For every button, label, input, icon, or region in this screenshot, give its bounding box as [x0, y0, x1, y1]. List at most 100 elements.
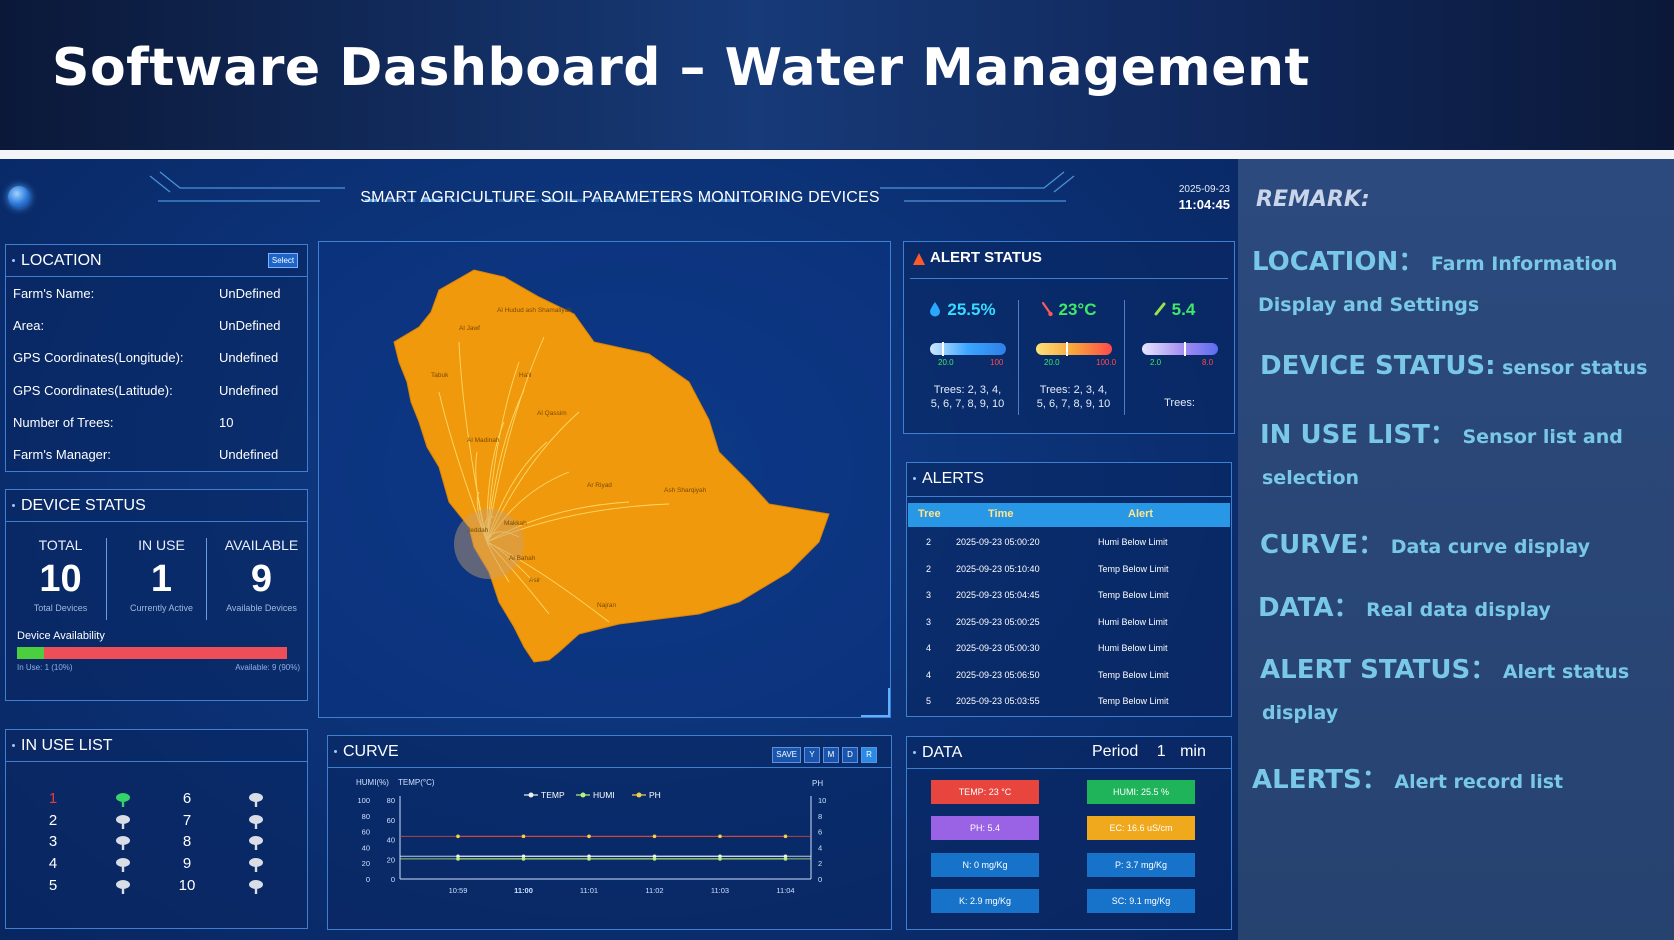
- status-orb-icon: [8, 186, 30, 208]
- curve-button-save[interactable]: SAVE: [772, 747, 801, 763]
- alert-status-header: ALERT STATUS: [904, 242, 1234, 274]
- sensor-number[interactable]: 9: [182, 855, 192, 873]
- total-count: 10: [39, 558, 82, 600]
- map-region-label: Al Jawf: [459, 325, 480, 332]
- sensor-number[interactable]: 6: [182, 790, 192, 807]
- sensor-number[interactable]: 5: [48, 876, 58, 894]
- map-region-label: Najran: [597, 602, 617, 609]
- sensor-number[interactable]: 4: [48, 855, 58, 873]
- map-route-line: [486, 541, 510, 583]
- tree-icon[interactable]: [115, 792, 131, 808]
- remark-description: Sensor list and: [1455, 426, 1623, 448]
- data-point: [456, 857, 460, 861]
- water-drop-icon: [930, 302, 941, 317]
- tree-icon[interactable]: [115, 814, 131, 830]
- map-region-label: Ha'il: [519, 372, 532, 379]
- legend-marker: [528, 792, 534, 798]
- available-summary: Available: 9 (90%): [235, 663, 300, 672]
- map-region-label: Jeddah: [467, 527, 489, 534]
- threshold-max: 100.0: [1096, 358, 1117, 367]
- location-row: Farm's Name: UnDefined: [13, 286, 283, 306]
- alert-row[interactable]: 2 2025-09-23 05:10:40 Temp Below Limit: [908, 556, 1230, 582]
- sensor-number[interactable]: 2: [48, 811, 58, 829]
- tree-icon[interactable]: [115, 879, 131, 895]
- remark-description: selection: [1262, 467, 1360, 489]
- period-value[interactable]: 1: [1156, 743, 1166, 760]
- device-status-title: DEVICE STATUS: [21, 497, 146, 514]
- map-route-line: [484, 516, 495, 543]
- warning-icon: [913, 253, 925, 265]
- alert-row[interactable]: 5 2025-09-23 05:03:55 Temp Below Limit: [908, 688, 1230, 714]
- sensor-number[interactable]: 8: [182, 833, 192, 851]
- curve-button-m[interactable]: M: [823, 747, 839, 763]
- tree-icon[interactable]: [248, 857, 264, 873]
- alert-row[interactable]: 4 2025-09-23 05:06:50 Temp Below Limit: [908, 662, 1230, 688]
- data-point: [587, 857, 591, 861]
- alert-time: 2025-09-23 05:03:55: [956, 696, 1040, 706]
- tree-icon[interactable]: [248, 879, 264, 895]
- alert-trees: Trees:: [1164, 397, 1195, 409]
- remark-key: ALERTS：: [1252, 765, 1388, 795]
- availability-bar-fill: [17, 647, 44, 659]
- threshold-max: 8.0: [1202, 358, 1214, 367]
- tree-icon[interactable]: [248, 814, 264, 830]
- data-point: [456, 854, 460, 859]
- alert-time: 2025-09-23 05:00:30: [956, 643, 1040, 653]
- data-point: [456, 834, 460, 839]
- map-region: [393, 269, 830, 663]
- alert-time: 2025-09-23 05:04:45: [956, 590, 1040, 600]
- sensor-number[interactable]: 7: [182, 811, 192, 829]
- data-point: [783, 834, 788, 839]
- remark-description: Alert record list: [1387, 771, 1564, 793]
- presentation-banner: Software Dashboard – Water Management: [0, 0, 1674, 150]
- alert-status-item: 23°C: [1018, 300, 1118, 320]
- left-axis-label: TEMP(°C): [398, 778, 435, 787]
- location-row: Farm's Manager: Undefined: [13, 447, 283, 467]
- alert-tree: 2: [926, 563, 932, 574]
- x-tick-label: 11:01: [580, 886, 598, 895]
- temp-tick: 40: [387, 836, 395, 845]
- alert-type: Humi Below Limit: [1098, 643, 1168, 653]
- in-use-summary: In Use: 1 (10%): [17, 663, 73, 672]
- map-route-line: [486, 541, 610, 623]
- sensor-number[interactable]: 3: [48, 833, 58, 851]
- remark-line: DEVICE STATUS: sensor status: [1260, 351, 1647, 381]
- alert-tree: 4: [926, 643, 932, 653]
- remark-description: display: [1262, 702, 1339, 724]
- data-value-box: SC: 9.1 mg/Kg: [1087, 889, 1195, 913]
- remark-description: sensor status: [1495, 357, 1648, 379]
- alert-row[interactable]: 4 2025-09-23 05:00:30 Humi Below Limit: [908, 635, 1230, 661]
- alert-status-value: 5.4: [1171, 300, 1196, 319]
- curve-button-d[interactable]: D: [842, 747, 858, 763]
- alert-row[interactable]: 3 2025-09-23 05:00:25 Humi Below Limit: [908, 609, 1230, 635]
- tree-icon[interactable]: [248, 792, 264, 808]
- tree-icon[interactable]: [248, 835, 264, 851]
- location-select-button[interactable]: Select: [268, 253, 298, 268]
- alert-status-title: ALERT STATUS: [930, 249, 1042, 266]
- location-row: Number of Trees: 10: [13, 415, 283, 435]
- in-use-list-panel: IN USE LIST 1 6 2 7 3 8 4 9 5 10: [5, 729, 308, 929]
- alert-row[interactable]: 3 2025-09-23 05:04:45 Temp Below Limit: [908, 582, 1230, 608]
- alert-type: Humi Below Limit: [1098, 616, 1168, 627]
- left-axis-label: HUMI(%): [356, 778, 389, 787]
- saudi-arabia-map[interactable]: Al Jawf Al Hudud ash Shamaliyah Tabuk Ha'il…: [319, 242, 892, 719]
- threshold-scale-bar: [1142, 343, 1218, 355]
- location-row: Area: UnDefined: [13, 318, 283, 338]
- map-region-label: Makkah: [504, 520, 527, 527]
- tree-icon[interactable]: [115, 835, 131, 851]
- map-route-line: [486, 441, 548, 543]
- curve-button-y[interactable]: Y: [804, 747, 820, 763]
- alert-row[interactable]: 2 2025-09-23 05:00:20 Humi Below Limit: [908, 529, 1230, 555]
- map-route-line: [438, 391, 488, 543]
- remark-line: selection: [1262, 467, 1359, 489]
- tree-icon[interactable]: [115, 857, 131, 873]
- humi-tick: 80: [362, 812, 370, 821]
- sensor-number[interactable]: 10: [178, 876, 196, 894]
- remark-line: ALERT STATUS： Alert status: [1260, 649, 1629, 686]
- alert-time: 2025-09-23 05:00:20: [956, 537, 1040, 547]
- curve-button-r[interactable]: R: [861, 747, 877, 763]
- data-value-box: PH: 5.4: [931, 816, 1039, 840]
- sensor-number[interactable]: 1: [48, 790, 58, 807]
- location-field-label: Farm's Name:: [13, 286, 95, 301]
